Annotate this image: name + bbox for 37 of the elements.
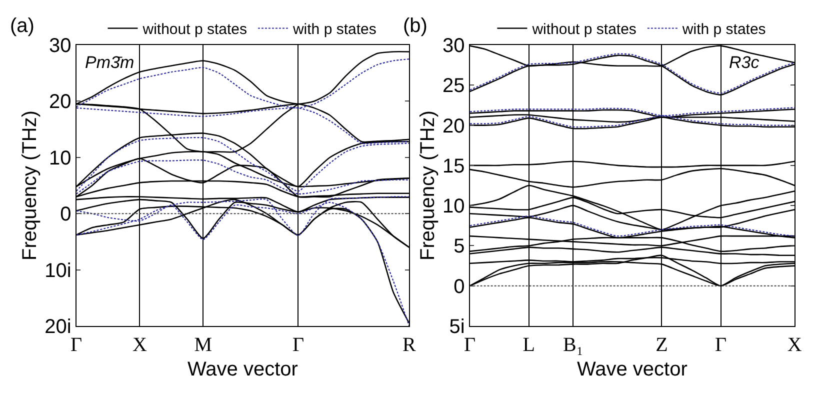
- annotation: Pm3̄m: [85, 53, 134, 72]
- x-tick-label: Z: [656, 334, 668, 356]
- y-axis-title: Frequency (THz): [19, 110, 42, 261]
- x-tick-label: Γ: [715, 334, 727, 356]
- y-tick-label: 30: [49, 35, 72, 57]
- y-tick-label: 5: [454, 236, 465, 258]
- legend-label: with p states: [292, 21, 376, 38]
- y-tick-label: 15: [442, 155, 465, 178]
- y-tick-label: 25: [442, 75, 465, 98]
- x-tick-label: R: [402, 334, 417, 356]
- x-tick-label: M: [194, 334, 212, 356]
- legend-label: with p states: [681, 21, 766, 38]
- x-tick-label: Γ: [292, 334, 304, 356]
- x-tick-label: X: [787, 334, 802, 356]
- y-tick-label: 0: [454, 276, 465, 298]
- y-tick-label: 10i: [44, 260, 72, 282]
- legend-label: without p states: [531, 21, 636, 38]
- text: (b): [403, 15, 428, 37]
- y-tick-label: 5i: [449, 316, 465, 338]
- y-tick-label: 20: [442, 115, 465, 138]
- x-axis-title: Wave vector: [188, 358, 298, 380]
- annotation: R3c: [729, 53, 760, 72]
- y-tick-label: 20: [49, 91, 72, 114]
- x-tick-label: Γ: [464, 334, 476, 356]
- y-tick-label: 20i: [44, 316, 72, 338]
- y-tick-label: 0: [60, 204, 72, 226]
- x-tick-label: L: [522, 334, 535, 356]
- x-axis-title: Wave vector: [576, 358, 688, 380]
- y-tick-label: 30: [442, 35, 465, 57]
- y-tick-label: 10: [442, 196, 465, 218]
- legend-label: without p states: [142, 21, 247, 38]
- y-axis-title: Frequency (THz): [417, 110, 440, 261]
- x-tick-label: B₁: [562, 334, 584, 356]
- y-tick-label: 10: [49, 147, 72, 170]
- x-tick-label: X: [132, 334, 148, 356]
- text: (a): [10, 15, 34, 37]
- x-tick-label: Γ: [70, 334, 82, 356]
